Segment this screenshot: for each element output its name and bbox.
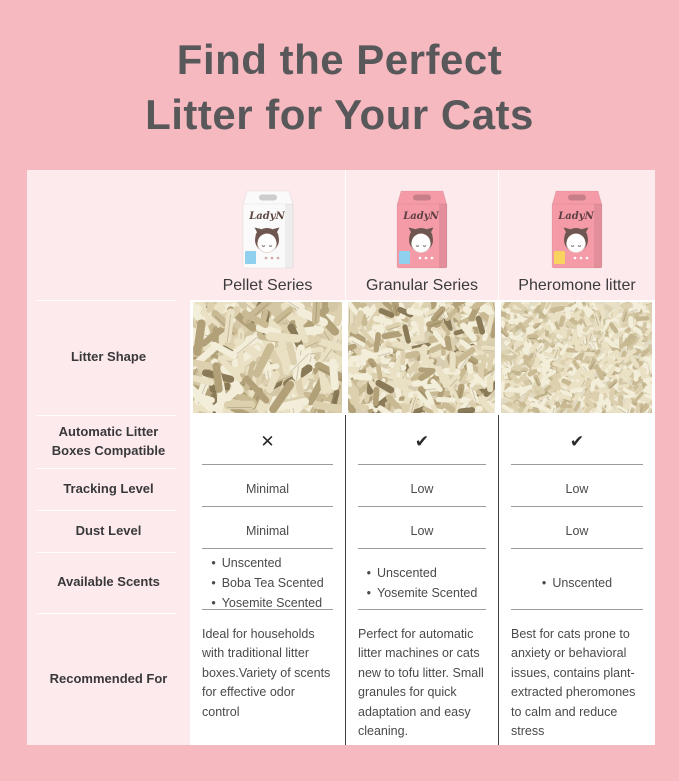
scent-label: Unscented [552, 575, 613, 590]
bullet-icon: • [366, 565, 372, 580]
pellet-package-icon: LadyN [242, 190, 293, 269]
corner-cell [27, 170, 190, 300]
granular-package-icon: LadyN [396, 190, 448, 269]
litter-photo-canvas [348, 302, 495, 413]
dust-cell-pellet: Minimal [190, 510, 345, 552]
scent-list: • Unscented • Yosemite Scented [367, 563, 478, 603]
product-header-granular: LadyN Granular Series [345, 170, 498, 300]
row-label-tracking: Tracking Level [27, 468, 190, 510]
row-label-litter-shape: Litter Shape [27, 300, 190, 415]
litter-photo-pheromone [498, 300, 655, 415]
scents-cell-pellet: • Unscented • Boba Tea Scented • Yosemite S… [190, 552, 345, 613]
scent-item: • Unscented [542, 573, 612, 593]
row-label-scents: Available Scents [27, 552, 190, 613]
check-icon: ✔ [414, 431, 430, 451]
tracking-cell-pheromone: Low [498, 468, 655, 510]
page-title: Find the Perfect Litter for Your Cats [0, 32, 679, 143]
page-title-line1: Find the Perfect [176, 36, 503, 83]
bullet-icon: • [211, 555, 216, 570]
check-icon: ✔ [569, 431, 585, 451]
litter-photo-granular [345, 300, 498, 415]
bullet-icon: • [211, 595, 216, 610]
product-name-pellet: Pellet Series [222, 277, 313, 294]
brand-text: LadyN [402, 211, 439, 222]
bullet-icon: • [211, 575, 216, 590]
pheromone-package-icon: LadyN [551, 190, 603, 269]
scent-item: • Yosemite Scented [211, 593, 323, 613]
product-name-granular: Granular Series [365, 277, 479, 294]
compat-cell-pheromone: ✔ [498, 415, 655, 468]
page-title-line2: Litter for Your Cats [145, 91, 534, 139]
scent-list: • Unscented [542, 573, 612, 593]
recommended-cell-pheromone: Best for cats prone to anxiety or behavi… [498, 613, 655, 745]
scent-label: Yosemite Scented [377, 585, 478, 600]
recommended-cell-pellet: Ideal for households with traditional li… [190, 613, 345, 745]
compat-cell-pellet: ✕ [190, 415, 345, 468]
scent-item: • Yosemite Scented [367, 583, 478, 603]
product-header-pellet: LadyN Pellet Series [190, 170, 345, 300]
litter-photo-canvas [193, 302, 342, 413]
bullet-icon: • [366, 585, 372, 600]
scent-item: • Unscented [211, 553, 323, 573]
tracking-cell-pellet: Minimal [190, 468, 345, 510]
scent-list: • Unscented • Boba Tea Scented • Yosemite S… [211, 553, 323, 613]
scent-label: Yosemite Scented [221, 595, 323, 610]
brand-text: LadyN [248, 211, 285, 222]
row-label-recommended: Recommended For [27, 613, 190, 745]
row-label-compatible: Automatic Litter Boxes Compatible [27, 415, 190, 468]
scent-item: • Unscented [367, 563, 478, 583]
scents-cell-pheromone: • Unscented [498, 552, 655, 613]
scent-label: Unscented [377, 565, 437, 580]
product-name-pheromone: Pheromone litter [518, 277, 636, 294]
bullet-icon: • [541, 575, 547, 590]
compat-cell-granular: ✔ [345, 415, 498, 468]
scents-cell-granular: • Unscented • Yosemite Scented [345, 552, 498, 613]
recommended-cell-granular: Perfect for automatic litter machines or… [345, 613, 498, 745]
scent-item: • Boba Tea Scented [211, 573, 323, 593]
tracking-cell-granular: Low [345, 468, 498, 510]
litter-photo-canvas [501, 302, 652, 413]
cross-icon: ✕ [260, 431, 275, 451]
row-label-dust: Dust Level [27, 510, 190, 552]
comparison-table: LadyN Pellet Series LadyN [27, 170, 655, 745]
scent-label: Boba Tea Scented [221, 575, 324, 590]
brand-text: LadyN [557, 211, 594, 222]
scent-label: Unscented [221, 555, 282, 570]
dust-cell-pheromone: Low [498, 510, 655, 552]
litter-photo-pellet [190, 300, 345, 415]
dust-cell-granular: Low [345, 510, 498, 552]
product-header-pheromone: LadyN Pheromone litter [498, 170, 655, 300]
